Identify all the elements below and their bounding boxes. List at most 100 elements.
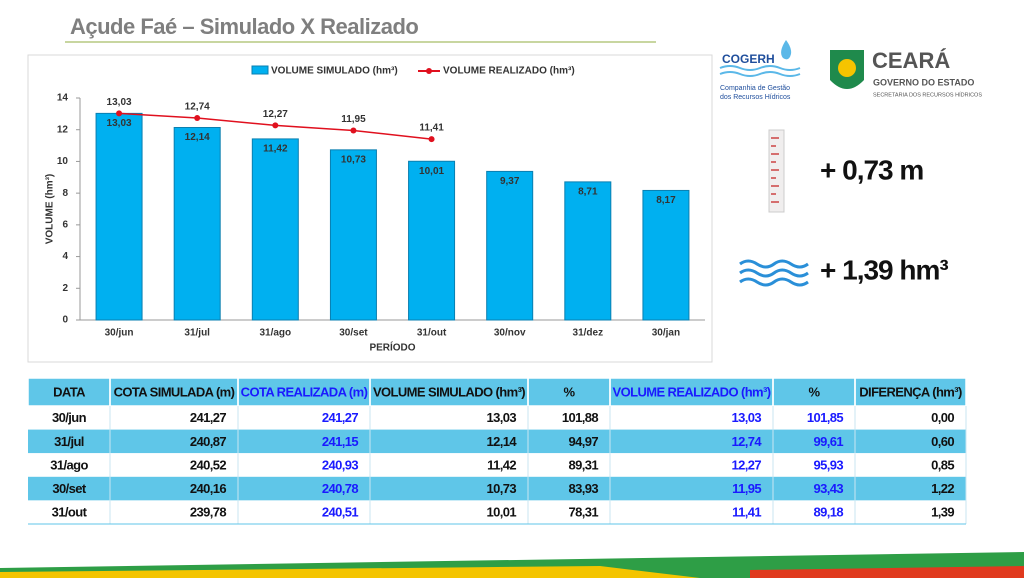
table-row (28, 500, 966, 524)
header-label: COTA REALIZADA (m) (241, 384, 368, 399)
table-cell: 30/set (52, 481, 87, 496)
slide-title: Açude Faé – Simulado X Realizado (70, 14, 418, 39)
table-cell: 11,42 (487, 457, 516, 472)
y-tick-label: 12 (57, 124, 69, 135)
table-cell: 11,41 (732, 505, 761, 520)
table-cell: 241,27 (190, 410, 227, 425)
x-tick-label: 30/set (339, 328, 368, 339)
bar (95, 112, 143, 321)
header-label: DATA (53, 384, 86, 399)
bar (642, 189, 690, 321)
cogerh-logo: COGERH Companhia de Gestão dos Recursos … (719, 40, 801, 101)
header-label: DIFERENÇA (hm³) (859, 384, 962, 399)
table-cell: 99,61 (813, 434, 843, 449)
bar-label: 13,03 (107, 118, 132, 129)
point-label: 13,03 (107, 97, 132, 108)
y-tick-label: 10 (57, 156, 69, 167)
ceara-logo: CEARÁ GOVERNO DO ESTADO SECRETARIA DOS R… (830, 48, 982, 98)
table-header-bg (28, 378, 966, 406)
legend-label: VOLUME REALIZADO (hm³) (443, 66, 575, 77)
table-cell: 240,87 (190, 434, 227, 449)
table-row (28, 406, 966, 430)
x-tick-label: 30/jun (105, 328, 134, 339)
x-tick-label: 31/ago (259, 328, 291, 339)
table-cell: 240,16 (190, 481, 227, 496)
point-label: 12,27 (263, 109, 288, 120)
ruler-icon (768, 129, 785, 213)
logo-text: SECRETARIA DOS RECURSOS HÍDRICOS (873, 91, 982, 98)
table-cell: 31/out (52, 505, 88, 520)
table-cell: 30/jun (52, 410, 87, 425)
table-cell: 0,85 (931, 457, 954, 472)
table-cell: 1,22 (931, 481, 954, 496)
y-tick-label: 0 (62, 315, 68, 326)
table-cell: 95,93 (813, 457, 843, 472)
volume-indicator: + 1,39 hm³ (820, 254, 948, 285)
y-tick-label: 6 (62, 219, 68, 230)
logo-text: COGERH (722, 52, 775, 66)
bar-label: 8,17 (656, 195, 676, 206)
bar (564, 181, 612, 321)
point-label: 12,74 (185, 102, 210, 113)
table-cell: 11,95 (732, 481, 761, 496)
table-cell: 0,00 (931, 410, 954, 425)
bar-label: 8,71 (578, 187, 598, 198)
bar (173, 126, 221, 321)
table-row (28, 429, 966, 454)
table-cell: 240,78 (322, 481, 359, 496)
header-label: % (564, 384, 576, 399)
table-cell: 240,52 (190, 457, 227, 472)
logo-text: GOVERNO DO ESTADO (873, 77, 974, 87)
table-cell: 0,60 (931, 434, 954, 449)
bar-label: 11,42 (263, 144, 288, 155)
bar (486, 170, 534, 321)
legend-swatch (251, 65, 269, 75)
table-cell: 89,31 (568, 457, 598, 472)
table-cell: 31/jul (54, 434, 84, 449)
point (116, 110, 123, 117)
point (428, 136, 435, 143)
table-cell: 13,03 (731, 410, 761, 425)
bar (251, 138, 299, 321)
table-cell: 1,39 (931, 505, 954, 520)
point (272, 122, 279, 129)
x-axis-label: PERÍODO (369, 341, 415, 354)
logo-text: dos Recursos Hídricos (720, 94, 791, 101)
bar-label: 12,14 (185, 132, 210, 143)
table-cell: 83,93 (568, 481, 598, 496)
logo-text: Companhia de Gestão (720, 85, 790, 92)
bar-label: 10,01 (419, 166, 444, 177)
logo-text: CEARÁ (872, 48, 950, 73)
wave-icon (739, 259, 809, 287)
y-tick-label: 14 (57, 93, 69, 104)
table-cell: 12,14 (486, 434, 517, 449)
bar-label: 9,37 (500, 176, 520, 187)
table-cell: 240,93 (322, 457, 359, 472)
table-cell: 10,01 (486, 505, 516, 520)
table-cell: 241,27 (322, 410, 359, 425)
table-cell: 241,15 (322, 434, 359, 449)
table-row (28, 476, 966, 501)
x-tick-label: 30/jan (652, 328, 680, 339)
x-tick-label: 31/jul (184, 328, 210, 339)
legend-swatch (426, 68, 432, 74)
table-cell: 101,88 (562, 410, 599, 425)
bar (329, 149, 377, 321)
table-row (28, 453, 966, 477)
x-tick-label: 30/nov (494, 328, 526, 339)
point-label: 11,41 (419, 123, 444, 134)
table-cell: 94,97 (568, 434, 598, 449)
point (350, 127, 357, 134)
bar-label: 10,73 (341, 154, 366, 165)
level-indicator: + 0,73 m (820, 154, 923, 185)
y-tick-label: 4 (62, 251, 68, 262)
header-label: VOLUME REALIZADO (hm³) (613, 384, 771, 399)
table-cell: 89,18 (813, 505, 843, 520)
y-tick-label: 8 (62, 188, 68, 199)
table-cell: 239,78 (190, 505, 227, 520)
header-label: % (809, 384, 821, 399)
table-cell: 78,31 (568, 505, 598, 520)
table-cell: 101,85 (807, 410, 844, 425)
table-cell: 12,74 (731, 434, 762, 449)
